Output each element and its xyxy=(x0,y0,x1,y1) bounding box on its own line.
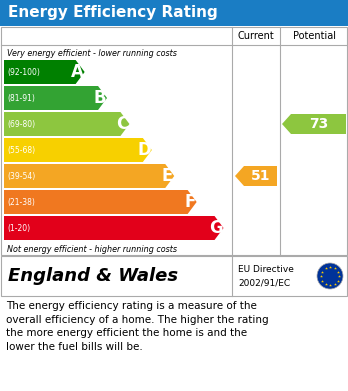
Text: (81-91): (81-91) xyxy=(7,93,35,102)
Text: Potential: Potential xyxy=(293,31,335,41)
Text: Current: Current xyxy=(238,31,274,41)
Text: G: G xyxy=(209,219,222,237)
Polygon shape xyxy=(282,114,346,134)
Text: (39-54): (39-54) xyxy=(7,172,35,181)
Text: EU Directive: EU Directive xyxy=(238,265,294,274)
Polygon shape xyxy=(4,190,197,214)
Text: 2002/91/EC: 2002/91/EC xyxy=(238,278,290,287)
Polygon shape xyxy=(4,112,129,136)
Polygon shape xyxy=(4,138,152,162)
Polygon shape xyxy=(235,166,277,186)
Circle shape xyxy=(317,263,343,289)
Text: E: E xyxy=(162,167,173,185)
Text: 51: 51 xyxy=(251,169,270,183)
Bar xyxy=(1,27,347,255)
Text: B: B xyxy=(93,89,106,107)
Polygon shape xyxy=(4,60,85,84)
Text: C: C xyxy=(116,115,128,133)
Bar xyxy=(1,256,347,296)
Bar xyxy=(0,0,348,26)
Text: A: A xyxy=(71,63,84,81)
Polygon shape xyxy=(4,86,107,110)
Text: (55-68): (55-68) xyxy=(7,145,35,154)
Text: The energy efficiency rating is a measure of the
overall efficiency of a home. T: The energy efficiency rating is a measur… xyxy=(6,301,269,352)
Text: 73: 73 xyxy=(309,117,328,131)
Text: Energy Efficiency Rating: Energy Efficiency Rating xyxy=(8,5,218,20)
Polygon shape xyxy=(4,216,223,240)
Text: Not energy efficient - higher running costs: Not energy efficient - higher running co… xyxy=(7,244,177,253)
Text: England & Wales: England & Wales xyxy=(8,267,178,285)
Polygon shape xyxy=(4,164,174,188)
Text: (21-38): (21-38) xyxy=(7,197,35,206)
Text: (92-100): (92-100) xyxy=(7,68,40,77)
Text: F: F xyxy=(184,193,196,211)
Text: (69-80): (69-80) xyxy=(7,120,35,129)
Text: Very energy efficient - lower running costs: Very energy efficient - lower running co… xyxy=(7,50,177,59)
Text: (1-20): (1-20) xyxy=(7,224,30,233)
Text: D: D xyxy=(137,141,151,159)
